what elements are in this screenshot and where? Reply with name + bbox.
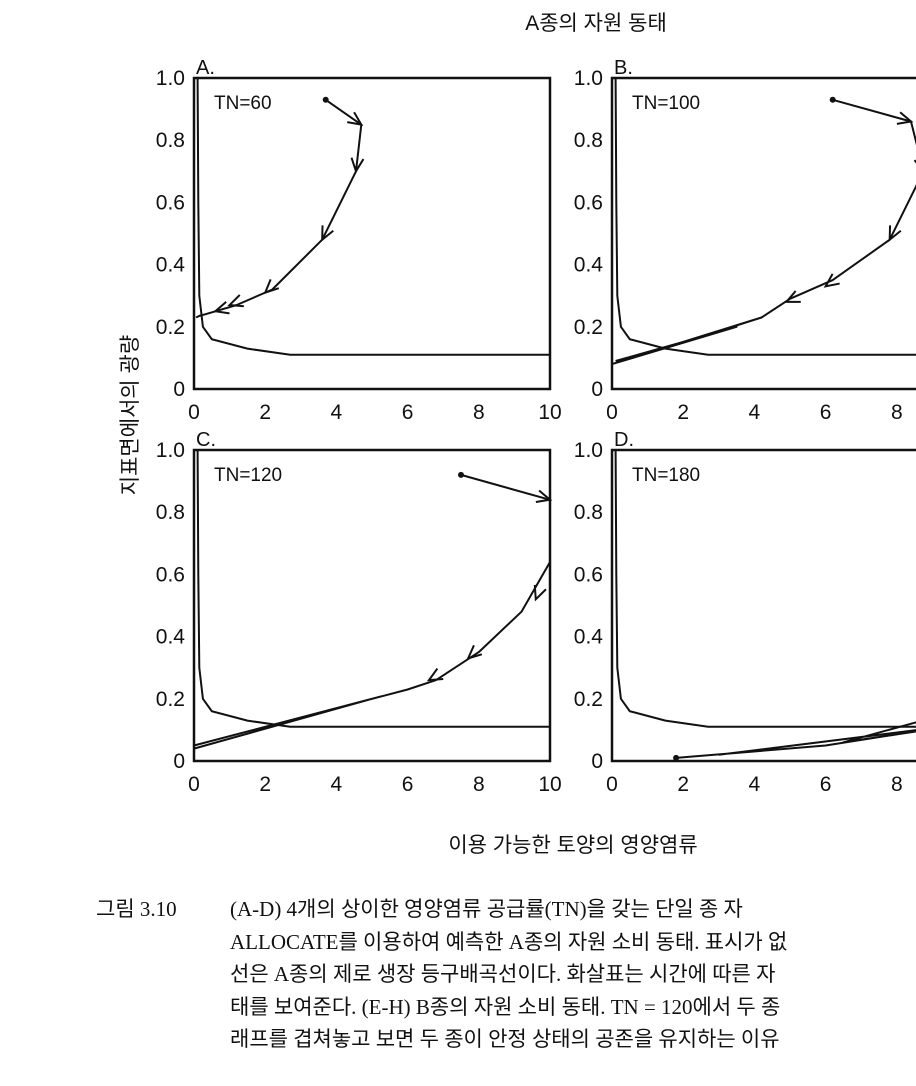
time-direction-arrow [213,301,230,315]
time-direction-arrow [535,489,553,504]
trajectory-start-point [829,96,836,103]
x-tick-label: 0 [606,773,618,796]
time-direction-arrow [426,667,444,682]
panel-3: 00.20.40.60.81.00246810D.TN=180 [574,429,916,796]
y-tick-label: 0.8 [156,129,185,152]
x-tick-label: 8 [473,401,485,424]
x-tick-label: 4 [749,401,761,424]
x-tick-label: 8 [891,773,903,796]
trajectory-start-point [322,96,329,103]
time-direction-arrow [784,290,801,303]
time-direction-arrow [263,278,280,295]
figure-title: A종의 자원 동태 [525,12,667,35]
x-tick-label: 4 [331,773,343,796]
x-tick-label: 0 [188,401,200,424]
tn-annotation: TN=180 [632,465,700,486]
y-tick-label: 0.4 [156,254,186,277]
x-tick-label: 4 [749,773,761,796]
x-axis-title: 이용 가능한 토양의 영양염류 [448,834,697,857]
y-tick-label: 1.0 [156,439,185,462]
y-tick-label: 0.2 [574,688,603,711]
time-direction-arrow [321,225,334,242]
y-tick-label: 0 [591,378,603,401]
y-tick-label: 1.0 [574,439,603,462]
panel-label: D. [614,429,634,451]
time-direction-arrow [466,644,483,660]
caption-line: 선은 A종의 제로 생장 등구배곡선이다. 화살표는 시간에 따른 자 [230,962,776,986]
x-tick-label: 6 [820,773,832,796]
x-tick-label: 8 [891,401,903,424]
y-tick-label: 0.8 [156,501,185,524]
x-tick-label: 2 [259,401,271,424]
plot-frame [610,76,916,391]
zero-growth-isocline [614,449,916,728]
x-tick-label: 6 [402,401,414,424]
y-tick-label: 0.4 [574,626,604,649]
tn-annotation: TN=60 [214,93,272,114]
y-tick-label: 0 [591,750,603,773]
x-tick-label: 2 [259,773,271,796]
y-tick-label: 0 [173,378,185,401]
trajectory-start-point [458,471,464,478]
y-tick-label: 0.8 [574,501,603,524]
y-axis-title: 지표면에서의 광량 [119,335,142,495]
y-tick-label: 0.6 [156,563,185,586]
tn-annotation: TN=120 [214,465,282,486]
panel-label: B. [614,57,633,79]
y-tick-label: 0.6 [156,191,185,214]
x-tick-label: 10 [538,773,561,796]
resource-trajectory [676,721,916,759]
zero-growth-isocline [196,449,550,728]
y-tick-label: 1.0 [574,67,603,90]
time-direction-arrow [227,294,244,308]
y-tick-label: 0.6 [574,563,603,586]
y-tick-label: 0.2 [574,316,603,339]
panels: 00.20.40.60.81.00 2 4 6 8 10A.TN=6000.20.40.6… [156,57,916,796]
caption-label: 그림 3.10 [96,897,177,921]
resource-trajectory [195,98,363,319]
x-tick-label: 6 [402,773,414,796]
panel-1: 00.20.40.60.81.00246810B.TN=100 [574,57,916,424]
trajectory-start-point [673,754,680,761]
caption-line: (A-D) 4개의 상이한 영양염류 공급률(TN)을 갖는 단일 종 자 [230,897,743,921]
y-tick-label: 0.4 [574,254,604,277]
plot-frame [610,448,916,763]
x-tick-label: 0 [188,773,200,796]
plot-frame [192,448,552,763]
time-direction-arrow [823,273,840,288]
panel-label: A. [196,57,215,79]
caption-line: 태를 보여준다. (E-H) B종의 자원 소비 동태. TN = 120에서 … [230,994,781,1019]
y-tick-label: 0.4 [156,626,186,649]
y-tick-label: 0.6 [574,191,603,214]
y-tick-label: 0.8 [574,129,603,152]
resource-trajectory [611,98,916,366]
zero-growth-isocline [614,77,916,356]
panel-0: 0 0.2 0.4 0.6 0.8 1.0 0 2 4 6 8 10 A. TN=60 [156,57,562,424]
x-tick-label: 6 [820,401,832,424]
time-direction-arrow [888,225,902,242]
x-tick-label: 2 [677,401,689,424]
x-tick-label: 4 [331,401,343,424]
resource-trajectory [193,473,551,750]
y-tick-label: 0.2 [156,316,185,339]
x-tick-label: 8 [473,773,485,796]
x-tick-label: 0 [606,401,618,424]
panel-2: 0 0.2 0.4 0.6 0.8 1.0 0 2 4 6 8 10 C. TN=120 [156,429,562,796]
zero-growth-isocline [196,77,550,356]
y-tick-label: 1.0 [156,67,185,90]
caption-line: ALLOCATE를 이용하여 예측한 A종의 자원 소비 동태. 표시가 없 [230,929,788,954]
plot-frame [192,76,552,391]
y-tick-label: 0.2 [156,688,185,711]
caption-line: 래프를 겹쳐놓고 보면 두 종이 안정 상태의 공존을 유지하는 이유 [230,1027,780,1051]
x-tick-label: 10 [538,401,561,424]
panel-label: C. [196,429,216,451]
figure: A종의 자원 동태 00.20.40.60.81.00 2 4 6 8 10A.TN=60… [119,12,916,857]
time-direction-arrow [533,584,547,602]
y-tick-label: 0 [173,750,185,773]
time-direction-arrow [896,111,914,125]
time-direction-arrow [350,157,365,174]
tn-annotation: TN=100 [632,93,700,114]
time-direction-arrow [347,111,364,127]
x-tick-label: 2 [677,773,689,796]
